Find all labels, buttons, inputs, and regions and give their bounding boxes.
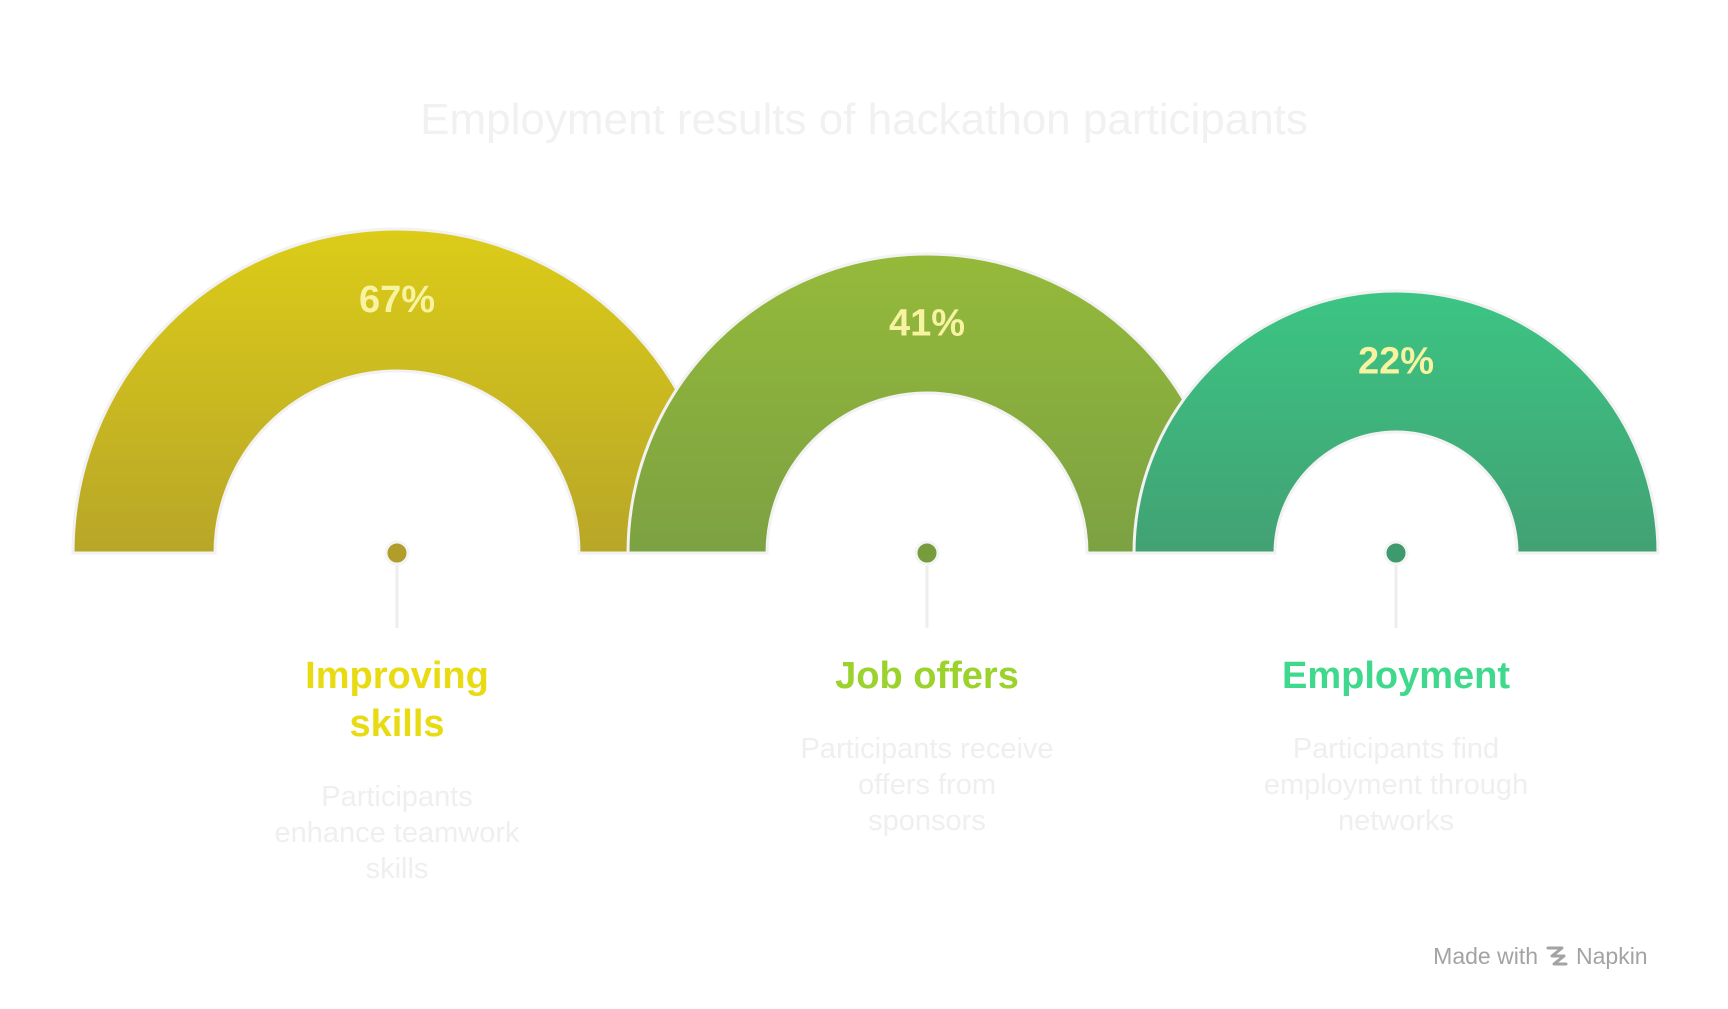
category-label-improving-skills: Improving skills (305, 655, 489, 745)
gauge-descriptions: Participants enhance teamwork skills Partic… (274, 733, 1528, 885)
connector-dot-employment (1383, 540, 1409, 566)
description-improving-skills: Participants enhance teamwork skills (274, 781, 520, 885)
gauge-arc-employment (1132, 289, 1660, 555)
percent-label-employment: 22% (1358, 341, 1434, 383)
description-employment: Participants find employment through netwo… (1264, 733, 1528, 837)
category-label-job-offers: Job offers (835, 655, 1019, 697)
gauge-arc-improving-skills (71, 227, 723, 555)
footer-attribution: Made with Napkin (1433, 943, 1647, 969)
connector-dot-improving-skills (384, 540, 410, 566)
napkin-logo-icon (1546, 946, 1568, 966)
percent-label-improving-skills: 67% (359, 279, 435, 321)
percent-label-job-offers: 41% (889, 303, 965, 345)
gauge-percent-labels: 67% 41% 22% (359, 279, 1434, 383)
description-job-offers: Participants receive offers from sponsors (800, 733, 1053, 837)
gauge-arcs (71, 227, 1660, 555)
gauge-arc-job-offers (626, 252, 1228, 555)
category-label-employment: Employment (1282, 655, 1510, 697)
footer-made-with: Made with (1433, 943, 1538, 969)
footer-brand: Napkin (1576, 943, 1648, 969)
gauge-category-labels: Improving skills Job offers Employment (305, 655, 1510, 745)
diagram-title: Employment results of hackathon particip… (420, 95, 1308, 144)
gauge-connectors (384, 540, 1409, 628)
connector-dot-job-offers (914, 540, 940, 566)
